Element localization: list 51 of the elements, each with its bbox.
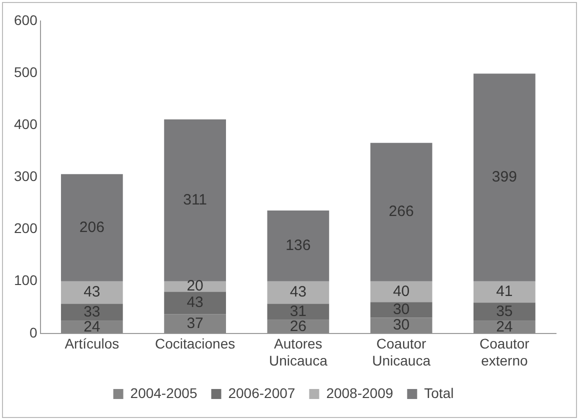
data-label: 43 bbox=[186, 294, 204, 312]
data-label: 311 bbox=[183, 192, 208, 209]
data-label: 266 bbox=[388, 203, 414, 220]
y-tick-label: 400 bbox=[14, 116, 38, 132]
legend-label: 2004-2005 bbox=[130, 384, 198, 401]
data-label: 41 bbox=[496, 283, 513, 300]
data-label: 20 bbox=[186, 278, 204, 295]
x-tick-label: Artículos bbox=[64, 336, 120, 352]
data-label: 31 bbox=[290, 302, 307, 320]
data-label: 43 bbox=[290, 284, 307, 301]
data-label: 206 bbox=[79, 218, 104, 236]
data-label: 26 bbox=[290, 318, 307, 335]
bar bbox=[60, 304, 123, 321]
y-tick-label: 500 bbox=[14, 64, 38, 80]
y-tick-label: 0 bbox=[30, 324, 38, 340]
x-tick-label: Autores Unicauca bbox=[268, 336, 328, 368]
y-tick-label: 300 bbox=[14, 168, 38, 184]
bar bbox=[267, 281, 330, 304]
data-label: 399 bbox=[492, 168, 517, 186]
data-label: 37 bbox=[186, 314, 204, 332]
x-tick-label: Cocitaciones bbox=[154, 336, 236, 352]
y-tick-label: 200 bbox=[14, 220, 38, 236]
x-tick-label: Coautor Unicauca bbox=[372, 336, 431, 368]
y-tick-label: 600 bbox=[14, 12, 38, 28]
bar bbox=[370, 281, 432, 302]
bar bbox=[370, 142, 432, 282]
y-tick-label: 100 bbox=[14, 272, 38, 288]
data-label: 24 bbox=[84, 318, 100, 336]
data-label: 40 bbox=[392, 282, 410, 300]
legend-label: 2008-2009 bbox=[326, 384, 394, 401]
x-tick-label: Coautor externo bbox=[480, 336, 530, 368]
bar bbox=[474, 281, 536, 303]
bar bbox=[370, 302, 432, 318]
data-label: 136 bbox=[286, 237, 311, 254]
data-label: 43 bbox=[84, 284, 100, 301]
data-label: 30 bbox=[392, 316, 410, 334]
data-label: 24 bbox=[496, 318, 513, 336]
bar bbox=[60, 281, 123, 304]
data-label: 33 bbox=[84, 303, 100, 320]
legend-label: Total bbox=[424, 384, 454, 401]
bar bbox=[164, 314, 226, 334]
data-label: 35 bbox=[496, 302, 513, 320]
bar bbox=[60, 174, 123, 282]
data-label: 30 bbox=[392, 301, 410, 318]
bar bbox=[267, 210, 330, 282]
bar bbox=[474, 302, 536, 321]
bar bbox=[164, 292, 226, 314]
bar bbox=[164, 119, 226, 282]
bar bbox=[267, 304, 330, 320]
bar bbox=[474, 74, 536, 282]
legend-label: 2006-2007 bbox=[228, 384, 296, 401]
